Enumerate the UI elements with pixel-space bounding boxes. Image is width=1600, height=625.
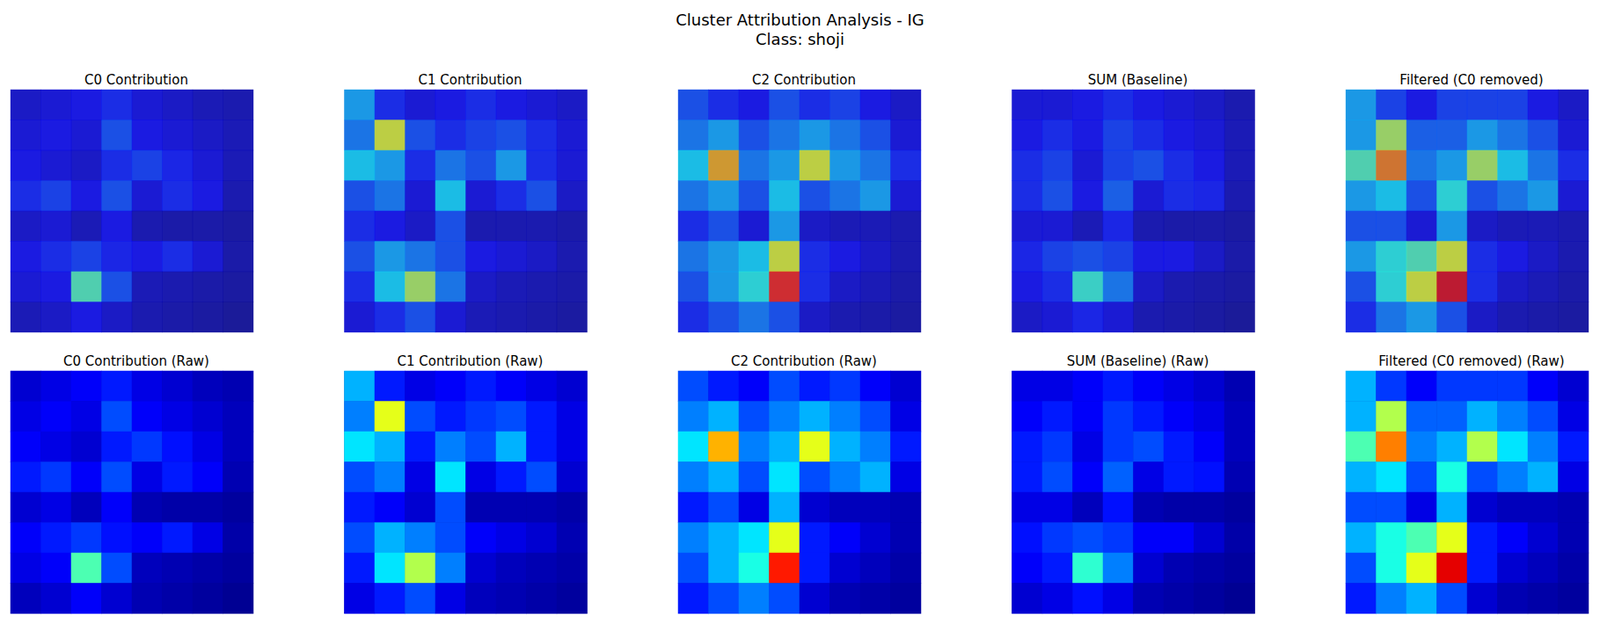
svg-text:C1 Contribution: C1 Contribution <box>418 72 523 88</box>
svg-text:C0 Contribution: C0 Contribution <box>84 72 189 88</box>
svg-text:Filtered (C0 removed) (Raw): Filtered (C0 removed) (Raw) <box>1378 353 1564 370</box>
svg-text:C1 Contribution (Raw): C1 Contribution (Raw) <box>397 353 544 370</box>
svg-text:C2 Contribution (Raw): C2 Contribution (Raw) <box>730 353 877 370</box>
svg-text:Filtered (C0 removed): Filtered (C0 removed) <box>1399 72 1543 88</box>
svg-text:C2 Contribution: C2 Contribution <box>752 72 856 88</box>
svg-text:SUM (Baseline) (Raw): SUM (Baseline) (Raw) <box>1066 353 1210 370</box>
svg-text:Cluster Attribution Analysis -: Cluster Attribution Analysis - IG <box>675 10 925 30</box>
svg-text:C0 Contribution (Raw): C0 Contribution (Raw) <box>63 353 210 370</box>
svg-text:SUM (Baseline): SUM (Baseline) <box>1088 72 1189 88</box>
svg-text:Class: shoji: Class: shoji <box>755 29 845 49</box>
